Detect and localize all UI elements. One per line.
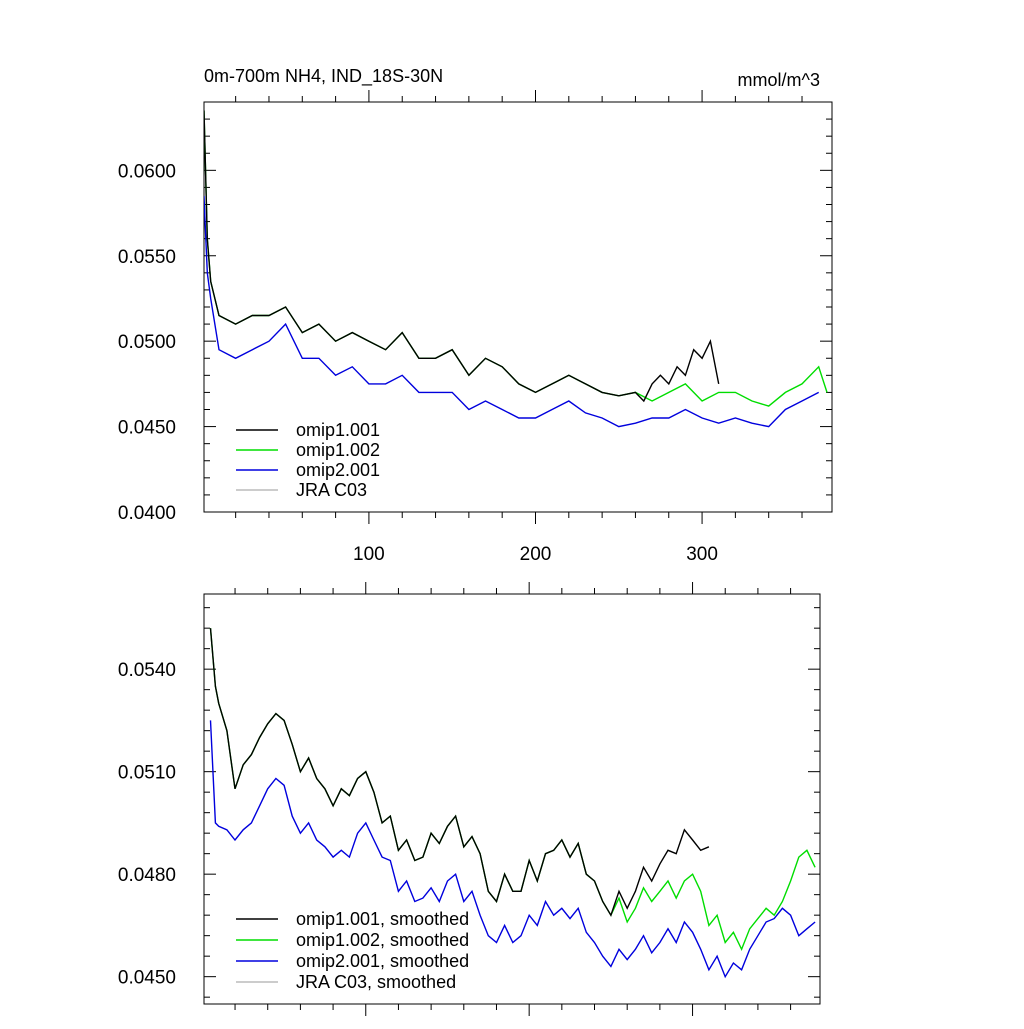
legend-label: omip1.002, smoothed: [296, 930, 469, 950]
series-line-3: [209, 720, 816, 979]
y-tick-label: 0.0450: [118, 968, 176, 989]
series-line-1: [204, 110, 720, 403]
bottom-panel: 0.0450 0.0480 0.0510 0.0540 omip1.001, smoot…: [118, 582, 821, 1016]
legend-label: JRA C03: [296, 480, 367, 500]
y-tick-label: 0.0480: [118, 865, 176, 886]
series-line-3: [204, 195, 820, 428]
y-tick-label: 0.0400: [118, 503, 176, 524]
x-tick-label: 300: [686, 544, 718, 565]
legend-label: JRA C03, smoothed: [296, 972, 456, 992]
series-line-1: [209, 628, 710, 917]
y-tick-label: 0.0550: [118, 247, 176, 268]
top-panel: 0m-700m NH4, IND_18S-30N mmol/m^3 0.0400 0.…: [118, 66, 833, 565]
y-tick-label: 0.0600: [118, 161, 176, 182]
legend-label: omip2.001, smoothed: [296, 951, 469, 971]
y-tick-label: 0.0500: [118, 332, 176, 353]
plot-frame: [203, 593, 821, 1005]
y-tick-label: 0.0540: [118, 660, 176, 681]
series-line-2: [209, 628, 816, 952]
legend-label: omip2.001: [296, 460, 380, 480]
chart-title: 0m-700m NH4, IND_18S-30N: [204, 66, 443, 87]
series-line-2: [204, 110, 828, 407]
legend-label: omip1.002: [296, 440, 380, 460]
y-tick-label: 0.0510: [118, 763, 176, 784]
y-tick-label: 0.0450: [118, 418, 176, 439]
units-label: mmol/m^3: [738, 70, 820, 90]
legend-label: omip1.001, smoothed: [296, 909, 469, 929]
x-tick-label: 200: [520, 544, 552, 565]
legend-label: omip1.001: [296, 420, 380, 440]
x-tick-label: 100: [353, 544, 385, 565]
